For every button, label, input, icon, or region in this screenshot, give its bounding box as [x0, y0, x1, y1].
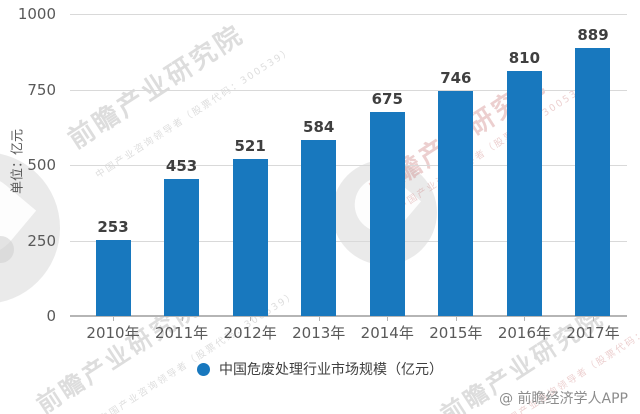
- x-tick-label: 2013年: [292, 324, 346, 342]
- x-tick-label: 2016年: [497, 324, 551, 342]
- bar-value-label: 584: [303, 117, 335, 136]
- bar-2011年: [164, 179, 200, 316]
- bar-value-label: 521: [234, 136, 266, 155]
- bar-value-label: 746: [440, 68, 472, 87]
- x-tick-mark: [524, 317, 526, 321]
- gridline: [70, 240, 627, 242]
- legend-item[interactable]: 中国危废处理行业市场规模（亿元）: [0, 359, 640, 379]
- watermark-brand-text: 前瞻产业研究院: [63, 19, 250, 156]
- bar-value-label: 675: [371, 90, 403, 109]
- y-tick-label: 500: [27, 156, 56, 174]
- x-tick-mark: [113, 317, 114, 321]
- bar-2015年: [438, 90, 474, 316]
- y-tick-label: 250: [27, 231, 56, 250]
- y-tick-label: 0: [46, 307, 56, 325]
- bar-2012年: [232, 158, 268, 316]
- x-tick-label: 2017年: [566, 324, 620, 342]
- bar-2016年: [506, 71, 542, 316]
- x-tick-mark: [592, 317, 594, 321]
- bar-2017年: [575, 47, 611, 316]
- x-tick-label: 2014年: [360, 324, 414, 342]
- legend-label: 中国危废处理行业市场规模（亿元）: [219, 362, 443, 378]
- x-tick-label: 2012年: [223, 324, 277, 342]
- bar-2014年: [369, 112, 405, 316]
- bar-2013年: [301, 139, 337, 316]
- x-tick-label: 2015年: [429, 324, 483, 342]
- bar-2010年: [95, 239, 131, 316]
- x-tick-label: 2010年: [86, 324, 140, 342]
- gridline: [70, 165, 627, 166]
- gridline: [70, 14, 627, 15]
- bar-value-label: 453: [165, 157, 198, 176]
- x-tick-mark: [387, 317, 389, 321]
- x-tick-mark: [455, 317, 457, 321]
- x-tick-label: 2011年: [154, 324, 209, 342]
- bar-value-label: 810: [508, 49, 541, 68]
- watermark-tagline-text: 中国产业咨询领导者（股票代码：300539）: [395, 77, 597, 213]
- x-tick-mark: [318, 317, 320, 321]
- x-tick-mark: [181, 317, 183, 321]
- x-axis-line: [70, 315, 627, 317]
- gridline: [70, 89, 627, 91]
- legend-marker-dot: [197, 362, 210, 376]
- bar-value-label: 253: [97, 217, 129, 236]
- y-tick-label: 1000: [17, 5, 56, 23]
- y-tick-label: 750: [27, 80, 56, 99]
- x-tick-mark: [250, 317, 252, 321]
- bar-value-label: 889: [577, 25, 609, 44]
- source-credit: @ 前瞻经济学人APP: [499, 391, 628, 407]
